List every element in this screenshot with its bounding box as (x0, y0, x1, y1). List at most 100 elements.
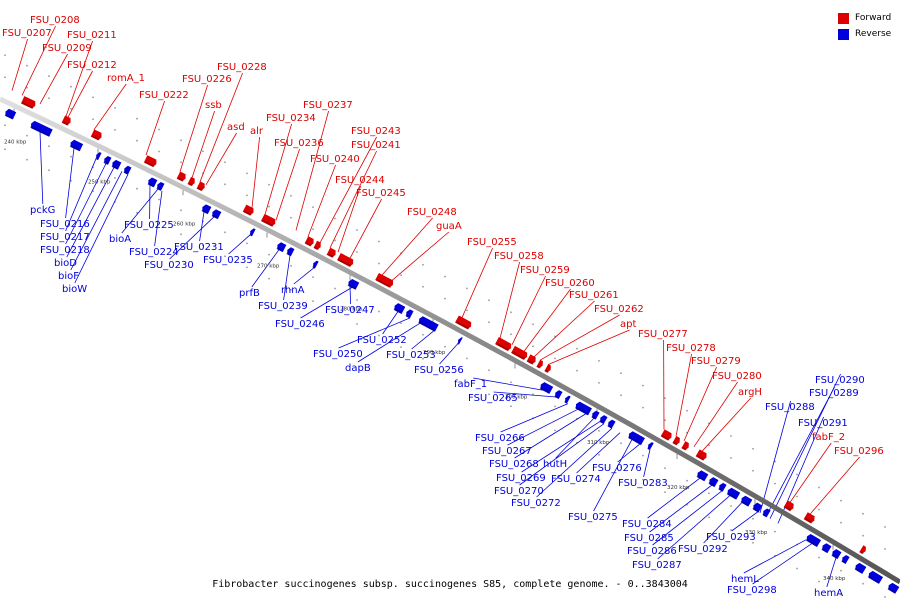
leader-line (300, 287, 353, 319)
forward-gene-feature (695, 449, 707, 461)
gene-box-shade (457, 341, 459, 345)
leader-line (70, 171, 123, 271)
leader-line (511, 275, 546, 345)
gene-box-shade (69, 144, 80, 151)
gene-box (455, 315, 472, 330)
leader-line (652, 490, 723, 546)
gene-box-shade (111, 164, 118, 170)
grid-dot (246, 172, 248, 175)
grid-dot (334, 287, 336, 290)
gene-box-shade (537, 365, 541, 369)
gene-box (458, 337, 463, 345)
gene-box-shade (841, 559, 846, 564)
gene-box-shade (708, 481, 715, 487)
grid-dot (92, 118, 94, 121)
gene-label-fsu-0284: FSU_0284 (622, 519, 672, 530)
grid-dot (708, 516, 710, 519)
gene-label-fsu-0241: FSU_0241 (351, 140, 401, 151)
leader-line (154, 190, 163, 247)
gene-box (628, 431, 645, 446)
leader-line (264, 123, 292, 215)
reverse-gene-feature (147, 177, 158, 188)
grid-dot (400, 274, 402, 276)
gene-box-shade (418, 321, 435, 332)
gene-label-fsu-0287: FSU_0287 (632, 560, 682, 571)
gene-label-fsu-0270: FSU_0270 (494, 486, 544, 497)
forward-gene-feature (544, 364, 551, 374)
reverse-gene-feature (4, 108, 17, 120)
gene-label-heml: hemL (731, 574, 759, 585)
grid-dot (818, 486, 820, 489)
reverse-gene-feature (201, 204, 212, 215)
grid-dot (158, 128, 160, 131)
scale-tick-label: 240 kbp (4, 140, 27, 146)
gene-label-fsu-0236: FSU_0236 (274, 138, 324, 149)
gene-box-shade (718, 487, 723, 492)
leader-line (439, 343, 459, 365)
gene-label-fsu-0224: FSU_0224 (129, 247, 179, 258)
gene-box-shade (147, 182, 154, 187)
reverse-gene-feature (211, 209, 222, 220)
grid-dot (796, 473, 798, 476)
gene-box (495, 337, 512, 351)
gene-box-shade (405, 314, 410, 318)
gene-label-fsu-0240: FSU_0240 (310, 154, 360, 165)
gene-box-shade (347, 283, 356, 290)
grid-dot (180, 233, 182, 236)
grid-dot (48, 169, 50, 172)
reverse-gene-feature (854, 562, 867, 574)
gene-label-fsu-0258: FSU_0258 (494, 251, 544, 262)
forward-gene-feature (90, 129, 102, 141)
grid-dot (48, 97, 50, 100)
gene-label-fsu-0268: FSU_0268 (489, 459, 539, 470)
legend-reverse-label: Reverse (855, 29, 892, 39)
gene-label-fsu-0246: FSU_0246 (275, 319, 325, 330)
leader-line (121, 188, 159, 234)
grid-dot (136, 139, 138, 142)
reverse-gene-feature (457, 337, 463, 345)
leader-line (536, 427, 613, 498)
gene-box-shade (21, 101, 34, 109)
grid-dot (246, 194, 248, 197)
grid-dot (466, 381, 468, 384)
gene-box-shade (887, 587, 896, 594)
gene-label-fsu-0275: FSU_0275 (568, 512, 618, 523)
grid-dot (268, 205, 270, 208)
grid-dot (510, 333, 512, 336)
leader-line (521, 421, 601, 473)
grid-dot (840, 499, 842, 502)
gene-box-shade (564, 400, 567, 404)
grid-dot (862, 534, 864, 537)
leader-line (65, 40, 93, 117)
grid-dot (510, 381, 512, 384)
reverse-gene-feature (599, 415, 608, 425)
grid-dot (378, 240, 380, 243)
forward-gene-feature (495, 337, 512, 352)
scale-tick-label: 330 kbp (745, 530, 768, 536)
gene-label-fsu-0296: FSU_0296 (834, 446, 884, 457)
gene-box-shade (752, 507, 759, 513)
grid-dot (26, 158, 28, 161)
leader-line (382, 311, 399, 335)
grid-dot (752, 447, 754, 450)
reverse-gene-feature (591, 410, 600, 420)
grid-dot (70, 85, 72, 88)
gene-box-shade (286, 252, 291, 256)
leader-line (145, 100, 165, 156)
grid-dot (796, 495, 798, 498)
grid-dot (884, 548, 886, 550)
grid-dot (774, 482, 776, 485)
legend-forward-label: Forward (855, 13, 892, 23)
grid-dot (752, 517, 754, 520)
forward-gene-feature (859, 545, 866, 555)
leader-line (319, 136, 377, 243)
grid-dot (290, 194, 292, 197)
grid-dot (334, 239, 336, 242)
leader-line (514, 413, 587, 459)
gene-box-shade (188, 182, 193, 187)
gene-label-fsu-0267: FSU_0267 (482, 446, 532, 457)
leader-line (765, 386, 835, 517)
grid-dot (290, 216, 292, 219)
leader-line (499, 261, 520, 339)
